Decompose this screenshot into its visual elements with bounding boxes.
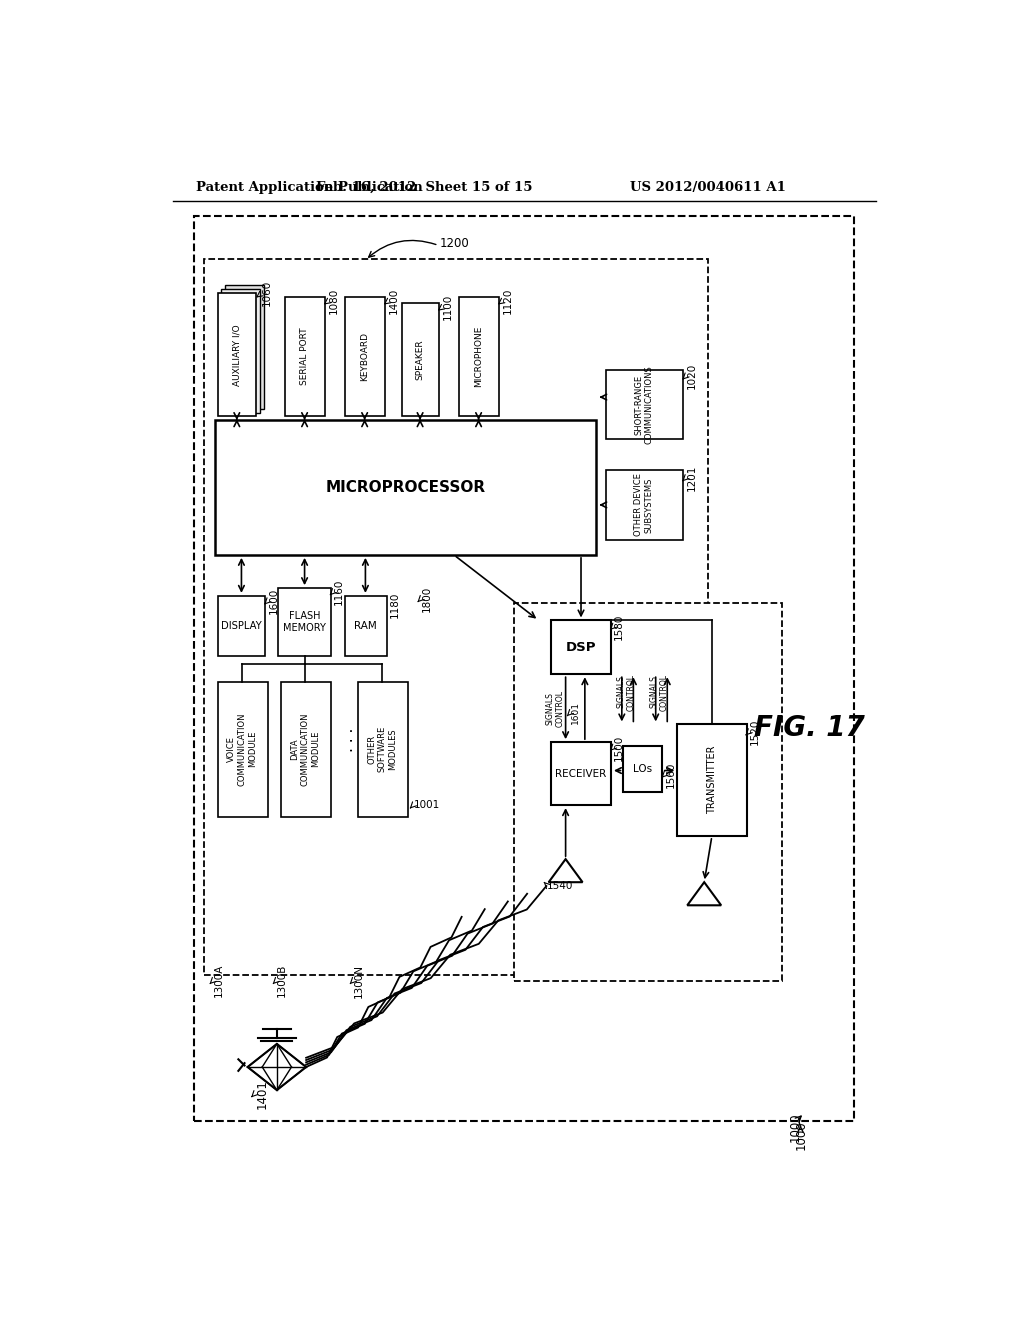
Text: CONTROL: CONTROL (556, 689, 564, 727)
Text: 1201: 1201 (686, 465, 696, 491)
Text: 1200: 1200 (440, 236, 470, 249)
Bar (217, 595, 265, 656)
Text: 1580: 1580 (614, 614, 624, 640)
Bar (217, 682, 267, 817)
Bar (677, 725, 746, 836)
Text: MICROPROCESSOR: MICROPROCESSOR (326, 479, 485, 495)
Text: 1000: 1000 (788, 1113, 802, 1142)
Text: SIGNALS: SIGNALS (649, 676, 658, 709)
Text: 1400: 1400 (389, 288, 399, 314)
Bar (217, 293, 256, 416)
Text: US 2012/0040611 A1: US 2012/0040611 A1 (630, 181, 785, 194)
Text: 1180: 1180 (390, 591, 400, 618)
Text: MICROPHONE: MICROPHONE (474, 326, 483, 387)
Text: VOICE
COMMUNICATION
MODULE: VOICE COMMUNICATION MODULE (227, 713, 257, 785)
Bar (605, 470, 683, 540)
Text: TRANSMITTER: TRANSMITTER (707, 746, 717, 814)
Text: CONTROL: CONTROL (659, 673, 669, 710)
Bar (605, 370, 683, 440)
Text: 1601: 1601 (571, 701, 580, 725)
Text: 1500: 1500 (614, 734, 624, 760)
Text: SHORT-RANGE
COMMUNICATIONS: SHORT-RANGE COMMUNICATIONS (635, 366, 654, 444)
Bar (194, 216, 854, 1121)
Text: 1540: 1540 (547, 880, 572, 891)
Text: FLASH
MEMORY: FLASH MEMORY (284, 611, 326, 632)
Bar (514, 603, 782, 981)
Text: 1520: 1520 (750, 719, 760, 746)
Text: DATA
COMMUNICATION
MODULE: DATA COMMUNICATION MODULE (291, 713, 321, 785)
Bar (215, 420, 596, 554)
Text: CONTROL: CONTROL (627, 673, 636, 710)
Text: FIG. 17: FIG. 17 (755, 714, 865, 742)
Text: 1020: 1020 (686, 363, 696, 388)
Bar (401, 304, 438, 416)
Text: 1060: 1060 (261, 280, 271, 306)
Text: 1300B: 1300B (276, 964, 287, 998)
Text: AUXILIARY I/O: AUXILIARY I/O (232, 323, 242, 385)
Text: 1001: 1001 (414, 800, 440, 810)
Text: SIGNALS: SIGNALS (616, 676, 626, 709)
Text: 1300N: 1300N (354, 964, 364, 998)
Bar (204, 259, 708, 974)
Text: 1560: 1560 (666, 762, 676, 788)
Bar (551, 742, 611, 805)
Bar (357, 682, 408, 817)
Text: 1160: 1160 (334, 578, 344, 605)
Text: Feb. 16, 2012  Sheet 15 of 15: Feb. 16, 2012 Sheet 15 of 15 (316, 181, 532, 194)
Text: RECEIVER: RECEIVER (555, 768, 606, 779)
Text: KEYBOARD: KEYBOARD (360, 331, 369, 380)
Text: 1401: 1401 (255, 1078, 268, 1109)
Text: OTHER DEVICE
SUBSYSTEMS: OTHER DEVICE SUBSYSTEMS (635, 474, 654, 536)
Text: LOs: LOs (633, 764, 652, 774)
Text: Patent Application Publication: Patent Application Publication (196, 181, 423, 194)
Bar (624, 746, 662, 792)
Bar (285, 297, 325, 416)
Text: OTHER
SOFTWARE
MODULES: OTHER SOFTWARE MODULES (368, 726, 397, 772)
Bar (459, 297, 499, 416)
Text: 1800: 1800 (422, 586, 432, 612)
Text: . . .: . . . (341, 727, 356, 752)
Bar (345, 297, 385, 416)
Text: DISPLAY: DISPLAY (221, 620, 262, 631)
Bar (221, 289, 260, 412)
Text: SIGNALS: SIGNALS (546, 692, 555, 725)
Bar (279, 589, 331, 656)
Bar (281, 682, 331, 817)
Text: RAM: RAM (354, 620, 377, 631)
Text: 1120: 1120 (503, 288, 513, 314)
Text: SPEAKER: SPEAKER (416, 339, 425, 380)
Bar (225, 285, 264, 409)
Bar (345, 595, 387, 656)
Text: 1600: 1600 (268, 587, 279, 614)
Text: 1000: 1000 (795, 1119, 807, 1150)
Text: SERIAL PORT: SERIAL PORT (300, 327, 309, 385)
Bar (551, 620, 611, 675)
Text: DSP: DSP (565, 640, 596, 653)
Text: 1300A: 1300A (214, 964, 223, 998)
Text: 1080: 1080 (330, 288, 339, 314)
Text: 1100: 1100 (443, 294, 454, 321)
